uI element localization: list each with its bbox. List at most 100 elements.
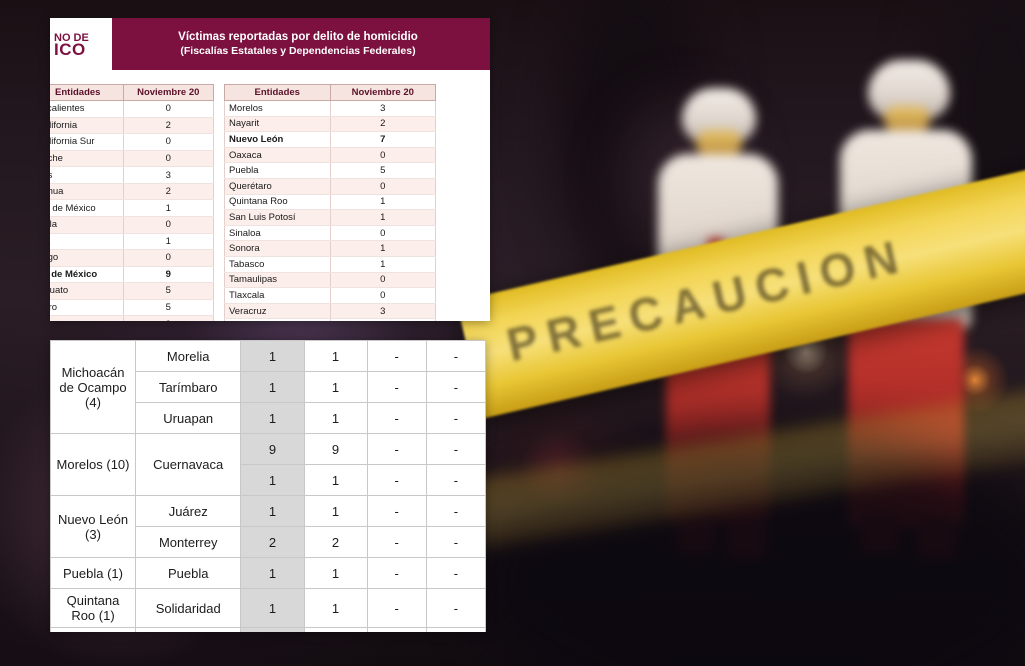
- entity-name: Puebla: [224, 162, 331, 179]
- col-noviembre: Noviembre 20: [329, 84, 436, 101]
- entities-table-right: Entidades Noviembre 20 Morelos 3 Nayarit 2 N…: [224, 84, 436, 321]
- entity-value: 2: [122, 117, 214, 135]
- entity-value: 3: [329, 303, 436, 320]
- table-row: Tamaulipas 0: [224, 272, 436, 289]
- table-row: Sinaloa 0: [224, 225, 436, 242]
- value-cell-3: -: [366, 627, 427, 632]
- table-row: Quintana Roo (1) Solidaridad 1 1- -: [50, 588, 486, 628]
- value-cell-1: 1: [240, 464, 305, 496]
- table-row: Nuevo León 7: [224, 131, 436, 148]
- entity-name: Morelos: [224, 100, 331, 117]
- entity-value: 1: [329, 209, 436, 226]
- entity-name: ango: [50, 249, 124, 267]
- logo-line-2: ICO: [54, 40, 86, 59]
- table-row: najuato5: [50, 282, 214, 300]
- value-cell-3: -: [366, 557, 427, 589]
- municipality-detail-panel: Michoacán de Ocampo (4) Morelia 1 1- - Tarímb…: [50, 340, 486, 632]
- entity-name: huila: [50, 216, 124, 234]
- entity-name: uahua: [50, 183, 124, 201]
- government-logo: NO DE ICO: [50, 18, 112, 70]
- table-row: uahua2: [50, 183, 214, 201]
- municipality-cell: Solidaridad: [134, 588, 242, 628]
- entity-name: Yucatán: [224, 318, 331, 321]
- entity-name: lad de México: [50, 199, 124, 217]
- table-row: California2: [50, 117, 214, 135]
- entity-value: 0: [329, 147, 436, 164]
- report-title-block: Víctimas reportadas por delito de homici…: [112, 18, 490, 70]
- value-cell-2: 2: [303, 627, 368, 632]
- entity-name: Nuevo León: [224, 131, 331, 148]
- value-cell-1: 1: [240, 340, 305, 372]
- value-cell-4: -: [425, 526, 486, 558]
- municipality-cell: Juárez: [134, 495, 242, 527]
- value-cell-3: -: [366, 433, 427, 465]
- table-header-row: Entidades Noviembre 20: [224, 84, 436, 101]
- value-cell-3: -: [366, 402, 427, 434]
- value-cell-3: -: [366, 464, 427, 496]
- entity-name: ma: [50, 233, 124, 251]
- table-row: ango0: [50, 249, 214, 267]
- table-row: Michoacán de Ocampo (4) Morelia 1 1- -: [50, 340, 486, 434]
- entities-table-right-body: Morelos 3 Nayarit 2 Nuevo León 7 Oaxaca 0 Puebla…: [224, 100, 436, 321]
- state-cell: Nuevo León (3): [50, 495, 136, 558]
- entity-name: peche: [50, 150, 124, 168]
- entity-value: 0: [329, 272, 436, 289]
- value-cell-4: -: [425, 433, 486, 465]
- municipality-cell: Puebla: [134, 557, 242, 589]
- value-cell-1: 1: [240, 588, 305, 628]
- table-row: algo0: [50, 315, 214, 321]
- entity-value: 1: [329, 240, 436, 257]
- value-cell-3: -: [366, 526, 427, 558]
- report-title: Víctimas reportadas por delito de homici…: [178, 31, 418, 43]
- report-subtitle: (Fiscalías Estatales y Dependencias Fede…: [180, 45, 416, 57]
- entity-name: najuato: [50, 282, 124, 300]
- table-row: San Luis Potosí 1: [224, 209, 436, 226]
- table-row: peche0: [50, 150, 214, 168]
- col-noviembre: Noviembre 20: [122, 84, 214, 101]
- table-row: Tabasco 1: [224, 256, 436, 273]
- entity-value: 0: [329, 287, 436, 304]
- table-row: Puebla (1) Puebla 1 1- -: [50, 557, 486, 589]
- municipality-cell: Morelia: [134, 340, 242, 372]
- entity-value: 0: [122, 100, 214, 118]
- value-cell-1: 1: [240, 402, 305, 434]
- entity-value: 0: [122, 150, 214, 168]
- table-row: Uruapan 1 1- -: [51, 402, 486, 434]
- table-row: Nuevo León (3) Juárez 1 1- -: [50, 495, 486, 558]
- municipality-cell: Tarímbaro: [134, 371, 242, 403]
- entity-name: Querétaro: [224, 178, 331, 195]
- value-cell-4: -: [425, 464, 486, 496]
- value-cell-4: -: [425, 340, 486, 372]
- table-row: Sinaloa (2)Culiacán22--: [50, 627, 486, 632]
- municipality-detail-table: Michoacán de Ocampo (4) Morelia 1 1- - Tarímb…: [50, 340, 486, 632]
- municipality-cell: Cuernavaca: [134, 433, 242, 496]
- entities-table-left: Entidades Noviembre 20 ascalientes0 Cali…: [50, 84, 214, 321]
- entity-value: 1: [122, 199, 214, 217]
- entity-name: pas: [50, 166, 124, 184]
- value-cell-2: 9: [303, 433, 368, 465]
- value-cell-4: -: [425, 495, 486, 527]
- value-cell-2: 1: [303, 340, 368, 372]
- entity-name: Sinaloa: [224, 225, 331, 242]
- table-row: Morelos (10) Cuernavaca 9 9- -: [50, 433, 486, 496]
- state-cell: Morelos (10): [50, 433, 136, 496]
- value-cell-2: 1: [303, 371, 368, 403]
- value-cell-2: 1: [303, 402, 368, 434]
- entity-value: 0: [122, 315, 214, 321]
- entity-value: 1: [329, 194, 436, 211]
- value-cell-2: 2: [303, 526, 368, 558]
- entities-tables: Entidades Noviembre 20 ascalientes0 Cali…: [50, 70, 490, 321]
- table-row: Puebla 5: [224, 162, 436, 179]
- entity-name: algo: [50, 315, 124, 321]
- entity-name: Tabasco: [224, 256, 331, 273]
- entity-name: Sonora: [224, 240, 331, 257]
- entity-name: do de México: [50, 266, 124, 284]
- table-row: Veracruz 3: [224, 303, 436, 320]
- value-cell-2: 1: [303, 557, 368, 589]
- state-cell: Quintana Roo (1): [50, 588, 136, 628]
- value-cell-4: -: [425, 588, 486, 628]
- entity-value: 5: [329, 162, 436, 179]
- col-entidades: Entidades: [224, 84, 331, 101]
